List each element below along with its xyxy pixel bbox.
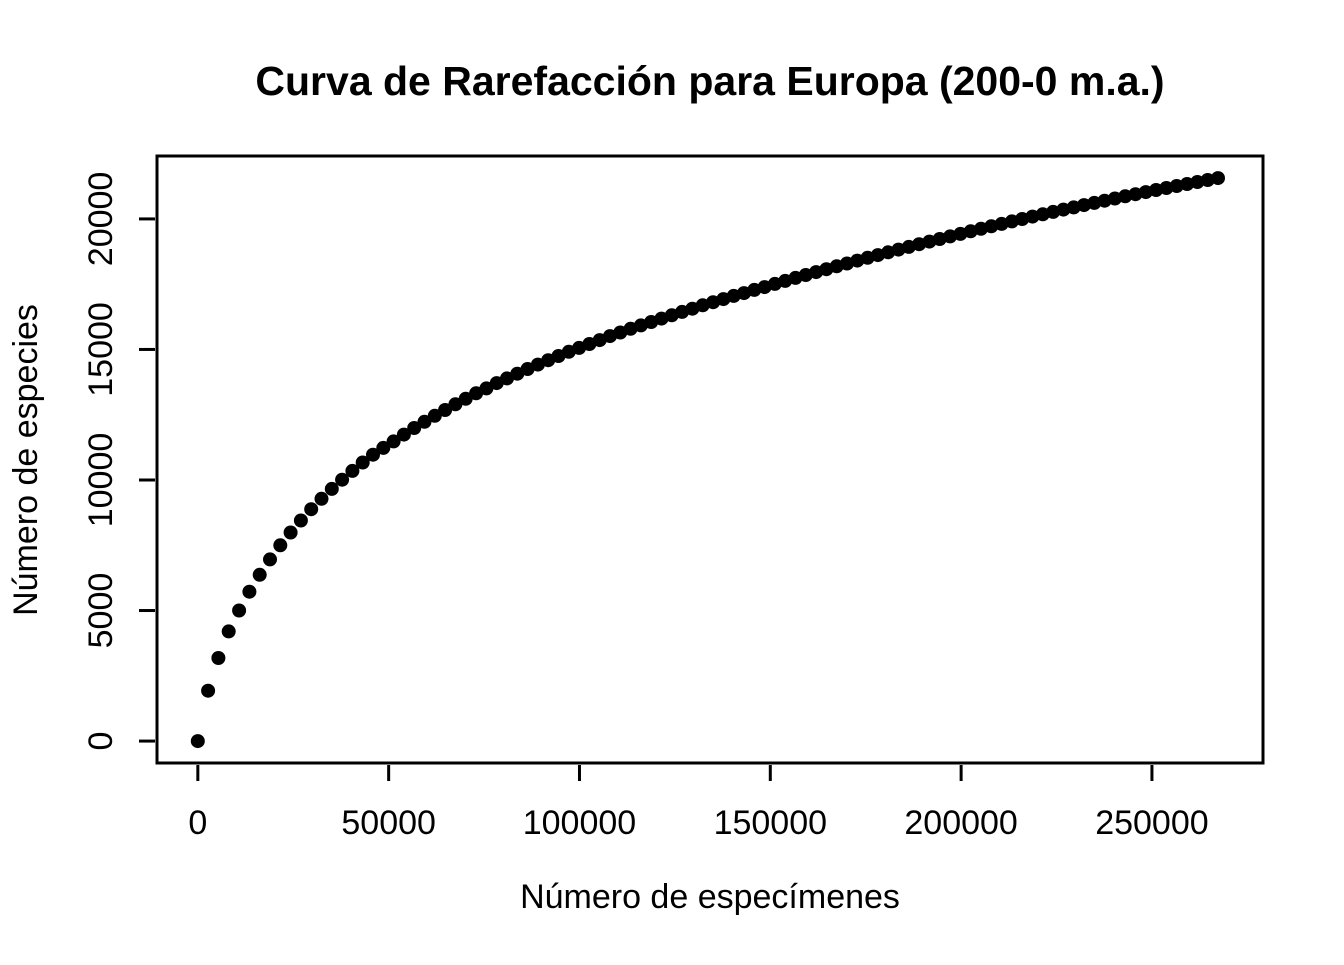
plot-box [155, 154, 1265, 765]
data-point [1211, 171, 1225, 186]
x-tick-label: 50000 [341, 804, 436, 842]
data-points [190, 171, 1225, 749]
data-point [232, 603, 247, 618]
x-axis-ticks: 0 50000 100000 150000 200000 250000 [188, 765, 1209, 842]
data-point [335, 472, 350, 487]
data-point [366, 447, 380, 462]
data-point [283, 525, 298, 540]
data-point [324, 481, 339, 496]
data-point [304, 502, 319, 517]
data-point [221, 624, 236, 639]
data-point [458, 391, 473, 406]
x-tick-label: 200000 [904, 804, 1017, 842]
data-point [201, 683, 216, 698]
data-point [273, 538, 288, 553]
data-point [1169, 179, 1184, 193]
data-point [448, 397, 463, 412]
data-point [376, 440, 391, 455]
data-point [293, 513, 308, 528]
x-tick-label: 0 [188, 804, 207, 842]
data-point [396, 427, 411, 442]
y-tick-label: 15000 [82, 302, 120, 397]
x-axis-label: Número de especímenes [520, 878, 900, 916]
data-point [355, 455, 370, 470]
data-point [407, 421, 422, 435]
y-tick-label: 0 [82, 732, 120, 751]
chart-title: Curva de Rarefacción para Europa (200-0 … [255, 58, 1164, 104]
data-point [211, 651, 226, 665]
x-tick-label: 150000 [714, 804, 827, 842]
data-point [252, 567, 267, 582]
data-point [190, 734, 205, 749]
y-axis-ticks: 0 5000 10000 15000 20000 [82, 172, 155, 751]
data-point [314, 491, 329, 506]
data-point [417, 414, 432, 429]
data-point [242, 584, 257, 599]
data-point [263, 552, 277, 567]
y-tick-label: 10000 [82, 433, 120, 528]
x-tick-label: 100000 [523, 804, 636, 842]
data-point [386, 434, 401, 449]
data-point [427, 408, 442, 423]
x-tick-label: 250000 [1095, 804, 1208, 842]
y-axis-label: Número de especies [7, 304, 45, 616]
data-point [345, 463, 360, 478]
data-point [438, 403, 453, 417]
y-tick-label: 5000 [82, 573, 120, 649]
y-tick-label: 20000 [82, 172, 120, 267]
data-point [479, 381, 494, 396]
